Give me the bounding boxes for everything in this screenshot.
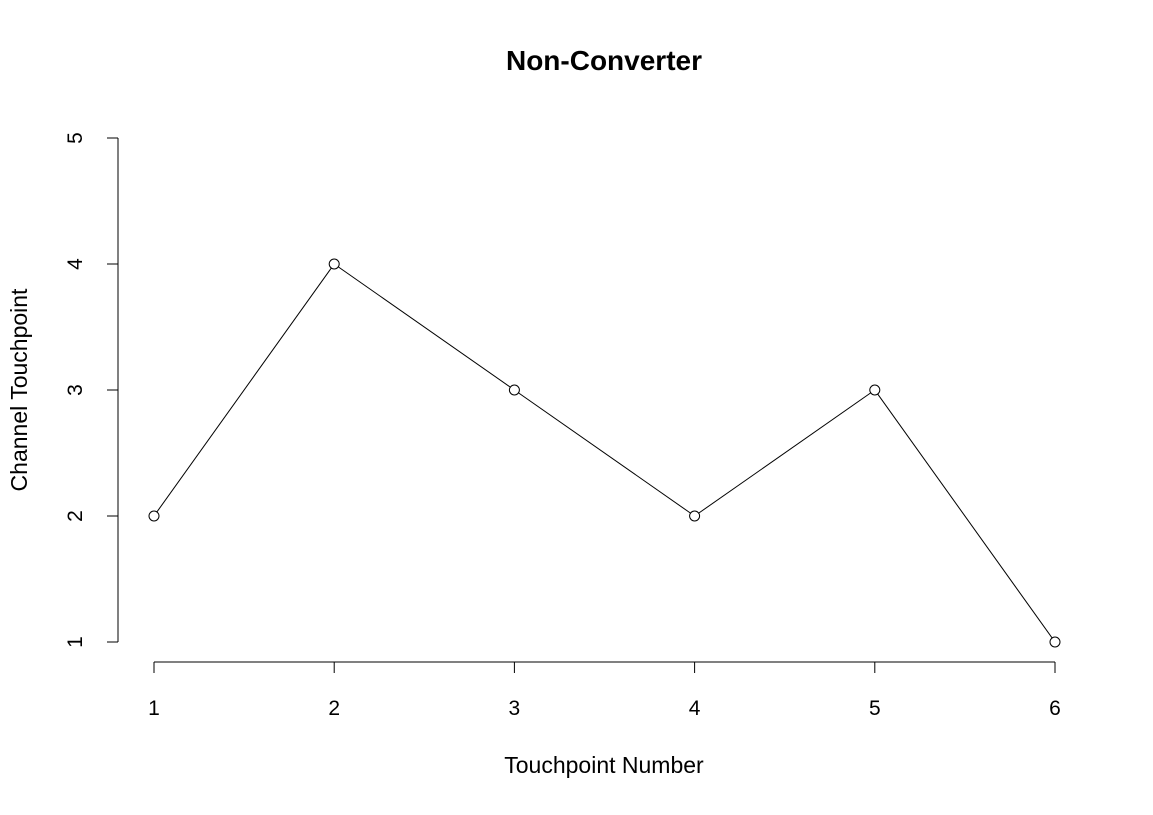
data-point	[689, 510, 701, 522]
y-tick-label: 2	[64, 510, 87, 522]
x-tick-label: 1	[148, 697, 160, 720]
y-tick-label: 3	[64, 384, 87, 396]
x-tick-label: 4	[689, 697, 701, 720]
series-line-segment	[156, 267, 332, 513]
data-point	[328, 258, 340, 270]
series-line-segment	[518, 392, 691, 514]
x-tick-label: 3	[509, 697, 521, 720]
series-line-segment	[338, 266, 511, 388]
x-axis-label: Touchpoint Number	[504, 752, 704, 778]
data-point	[148, 510, 160, 522]
data-point	[508, 384, 520, 396]
chart-title: Non-Converter	[506, 45, 702, 76]
x-tick-label: 6	[1049, 697, 1061, 720]
y-axis-label: Channel Touchpoint	[6, 288, 32, 492]
series-line-segment	[698, 392, 871, 514]
y-tick-label: 4	[64, 258, 87, 270]
data-point	[869, 384, 881, 396]
x-tick-label: 2	[328, 697, 340, 720]
plot-area	[148, 258, 1061, 648]
y-tick-label: 1	[64, 636, 87, 648]
data-point	[1049, 636, 1061, 648]
x-tick-label: 5	[869, 697, 881, 720]
y-axis: 1 2 3 4 5	[64, 132, 119, 648]
y-tick-label: 5	[64, 132, 87, 144]
x-axis: 1 2 3 4 5 6	[148, 661, 1061, 720]
series-line-segment	[877, 393, 1053, 639]
